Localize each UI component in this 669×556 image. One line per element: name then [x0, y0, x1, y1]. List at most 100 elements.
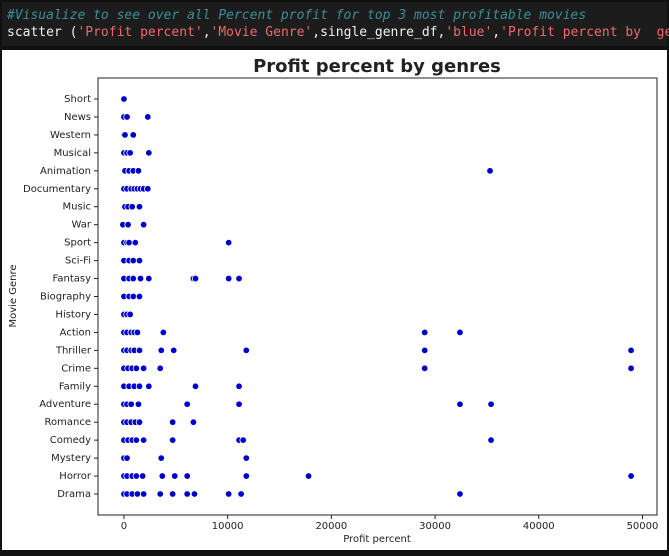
point	[224, 490, 233, 498]
point	[235, 382, 243, 390]
point	[191, 382, 200, 390]
point	[132, 472, 141, 480]
point	[159, 328, 168, 337]
point	[145, 382, 153, 390]
y-tick-label: Adventure	[39, 399, 91, 410]
point	[168, 436, 177, 444]
y-tick-label: Music	[63, 202, 91, 213]
y-tick-label: Western	[50, 130, 91, 141]
point	[183, 400, 191, 408]
y-tick-label: Musical	[54, 148, 91, 159]
point	[120, 95, 128, 103]
point	[125, 238, 133, 247]
point	[139, 364, 148, 373]
y-tick-label: Fantasy	[53, 274, 92, 285]
point	[145, 274, 153, 283]
point	[135, 418, 144, 426]
code-string: 'Profit percent'	[77, 25, 203, 40]
point	[157, 454, 165, 462]
chart: Profit percent by genres Profit percent …	[8, 56, 659, 545]
point	[224, 238, 233, 247]
output-area: Profit percent by genres Profit percent …	[2, 50, 667, 550]
x-tick-label: 20000	[315, 521, 347, 532]
point	[135, 256, 144, 265]
point	[144, 113, 152, 121]
code-string: 'blue'	[445, 25, 493, 40]
point	[132, 364, 141, 373]
code-token: ,	[492, 25, 501, 40]
point	[156, 490, 164, 498]
y-tick-label: News	[64, 112, 91, 123]
point	[131, 238, 140, 247]
code-token: scatter (	[7, 25, 78, 40]
code-line: scatter ('Profit percent','Movie Genre',…	[7, 25, 669, 40]
point	[121, 131, 129, 139]
x-tick-label: 50000	[627, 521, 659, 532]
point	[132, 436, 141, 444]
code-comment: #Visualize to see over all Percent profi…	[7, 8, 587, 23]
point	[456, 400, 464, 408]
code-cell[interactable]: #Visualize to see over all Percent profi…	[2, 2, 669, 46]
x-tick-label: 40000	[523, 521, 555, 532]
y-tick-label: Family	[59, 381, 91, 392]
point	[237, 490, 245, 498]
point	[183, 490, 191, 498]
point	[170, 346, 178, 355]
y-tick-label: Romance	[45, 417, 91, 428]
point	[128, 203, 136, 211]
point	[126, 149, 134, 157]
code-string: 'Profit percent by genres'	[500, 25, 669, 40]
point	[242, 346, 251, 355]
point	[420, 328, 429, 337]
point	[145, 149, 153, 157]
point	[627, 472, 635, 480]
y-tick-label: Biography	[40, 292, 91, 303]
y-tick-label: War	[72, 220, 92, 231]
y-tick-label: Mystery	[51, 453, 91, 464]
point	[487, 436, 495, 444]
plot-frame	[97, 77, 658, 516]
x-tick-label: 10000	[212, 521, 244, 532]
point	[134, 400, 143, 408]
point	[168, 418, 177, 426]
y-tick-label: Thriller	[55, 345, 92, 356]
point	[239, 436, 247, 444]
point	[129, 274, 137, 283]
point	[242, 472, 251, 480]
point	[168, 490, 177, 498]
point	[627, 364, 635, 373]
y-tick-label: Horror	[59, 471, 92, 482]
point	[123, 454, 131, 462]
y-tick-label: Comedy	[50, 435, 91, 446]
x-tick-label: 0	[121, 521, 127, 532]
point	[420, 364, 429, 373]
point	[135, 382, 144, 390]
point	[133, 328, 142, 337]
point	[486, 167, 494, 175]
y-tick-label: Short	[64, 94, 91, 105]
y-tick-label: Crime	[61, 363, 91, 374]
point	[456, 328, 464, 337]
y-tick-label: Drama	[57, 489, 91, 500]
point	[304, 472, 313, 480]
point	[126, 310, 134, 319]
point	[487, 400, 495, 408]
point	[129, 256, 137, 265]
x-axis-label: Profit percent	[343, 534, 411, 545]
code-token: ,	[202, 25, 211, 40]
point	[191, 274, 200, 283]
point	[627, 346, 635, 355]
point	[144, 185, 152, 193]
point	[158, 472, 167, 480]
point	[133, 490, 142, 498]
point	[139, 490, 148, 498]
point	[456, 490, 464, 498]
point	[127, 400, 135, 408]
y-axis-label: Movie Genre	[8, 264, 19, 327]
point	[171, 472, 179, 480]
point	[129, 292, 137, 301]
y-tick-label: Action	[60, 327, 91, 338]
point	[420, 346, 429, 355]
y-tick-label: Animation	[40, 166, 91, 177]
